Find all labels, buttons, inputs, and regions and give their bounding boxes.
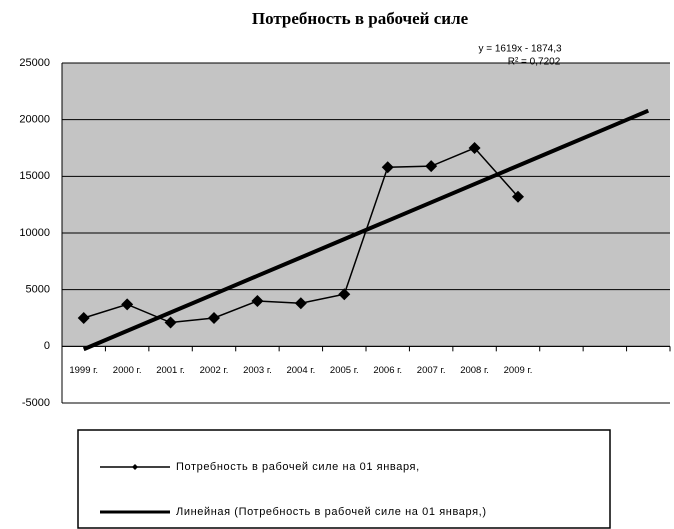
y-tick-label: 20000	[19, 114, 50, 126]
legend-marker	[132, 464, 138, 470]
point-marker	[251, 295, 264, 307]
y-tick-label: 10000	[19, 227, 50, 239]
x-tick-label: 2008 г.	[460, 365, 489, 376]
trend-line	[82, 108, 650, 352]
point-marker	[164, 316, 177, 329]
legend-label: Потребность в рабочей силе на 01 января,	[176, 461, 420, 473]
x-tick-label: 2001 г.	[156, 365, 185, 376]
point-marker	[381, 161, 394, 174]
legend-label: Линейная (Потребность в рабочей силе на …	[176, 506, 487, 518]
x-tick-label: 1999 г.	[69, 365, 98, 376]
point-marker	[294, 297, 307, 310]
point-marker	[77, 312, 90, 324]
chart-title: Потребность в рабочей силе	[252, 9, 469, 28]
x-tick-label: 2000 г.	[113, 365, 142, 376]
y-tick-label: 15000	[19, 170, 50, 182]
y-tick-label: 0	[44, 340, 50, 352]
annotation: y = 1619x - 1874,3	[478, 44, 562, 55]
x-tick-label: 2003 г.	[243, 365, 272, 376]
y-tick-label: -5000	[22, 397, 50, 409]
point-marker	[512, 190, 524, 203]
x-tick-label: 2005 г.	[330, 365, 359, 376]
y-tick-label: 5000	[26, 284, 50, 296]
point-marker	[425, 160, 438, 173]
point-marker	[468, 142, 481, 154]
x-tick-label: 2006 г.	[373, 365, 402, 376]
annotation: R² = 0,7202	[508, 57, 561, 68]
point-marker	[121, 298, 134, 311]
plot-area	[62, 63, 670, 346]
x-tick-label: 2002 г.	[200, 365, 229, 376]
x-tick-label: 2004 г.	[286, 365, 315, 376]
x-tick-label: 2007 г.	[417, 365, 446, 376]
x-tick-label: 2009 г.	[504, 365, 533, 376]
y-tick-label: 25000	[19, 57, 50, 69]
point-marker	[208, 312, 220, 324]
point-marker	[338, 288, 351, 301]
